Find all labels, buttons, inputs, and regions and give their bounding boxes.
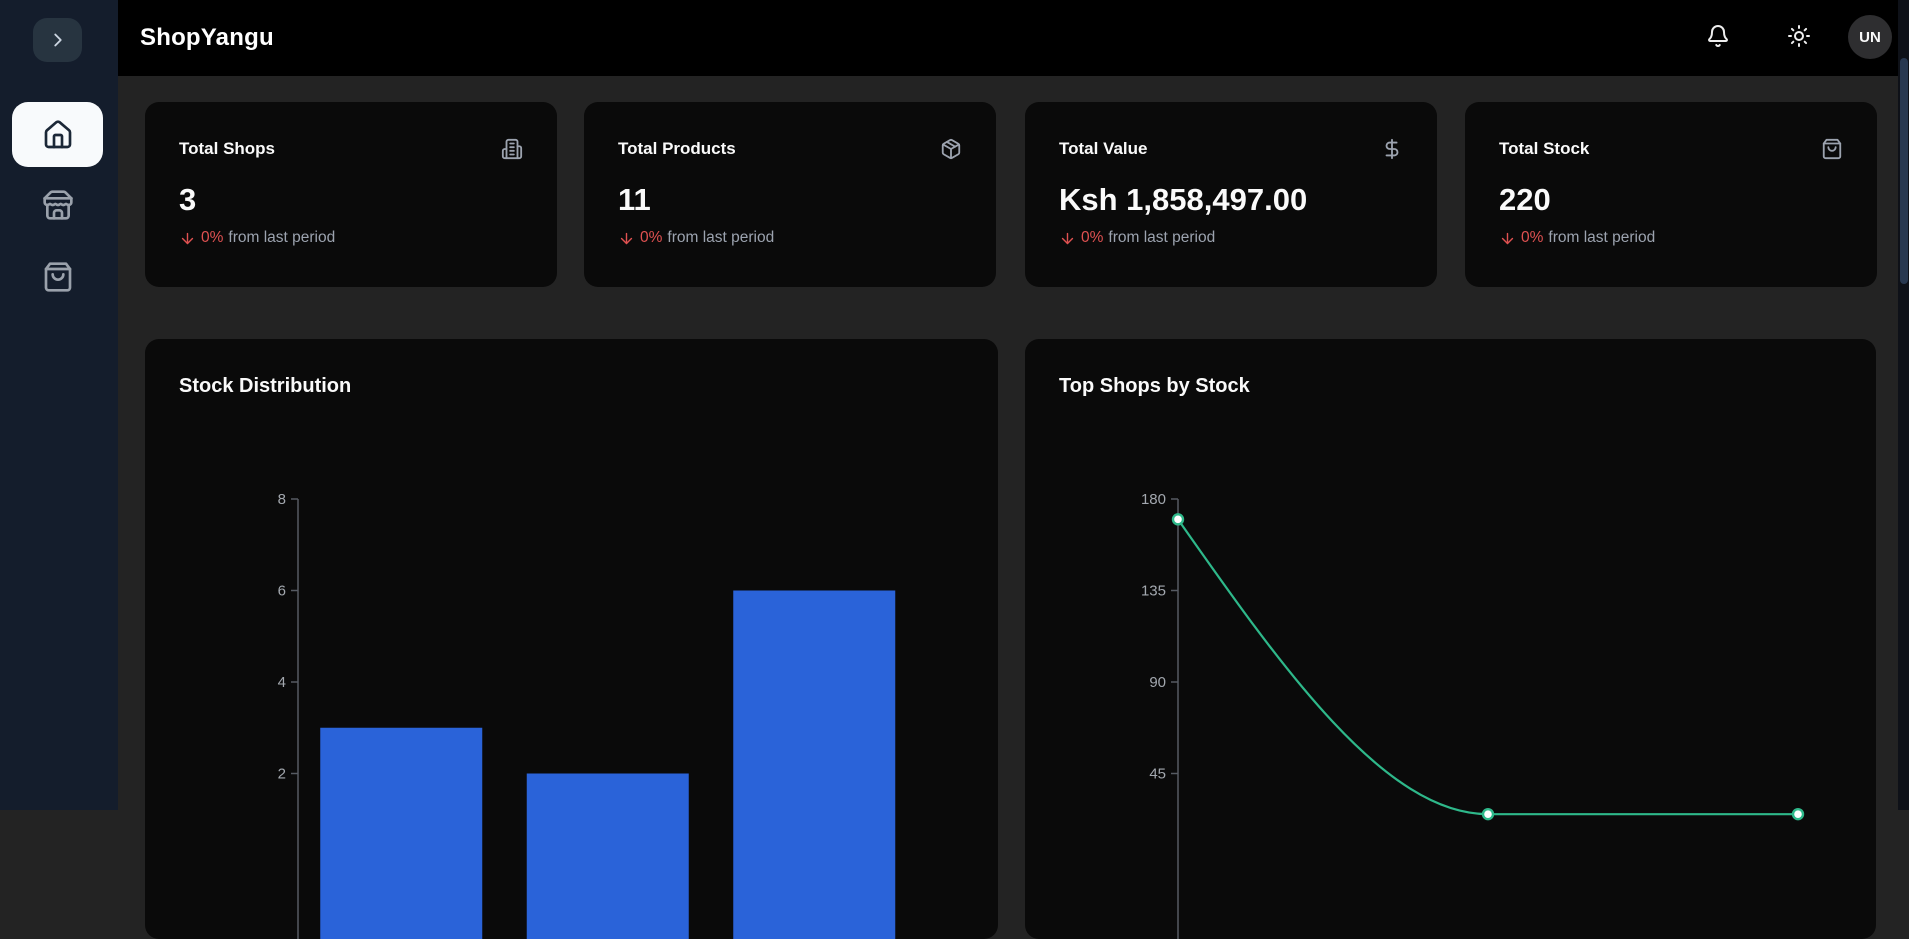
- stat-value: 3: [179, 182, 523, 218]
- top-shops-by-stock-chart: 45 90 135 180: [1025, 339, 1876, 939]
- stat-delta: 0% from last period: [1499, 229, 1843, 247]
- delta-percent: 0%: [640, 229, 662, 247]
- stat-title: Total Products: [618, 139, 736, 159]
- theme-toggle-button[interactable]: [1786, 24, 1812, 50]
- stock-distribution-chart: 2 4 6 8: [145, 339, 998, 939]
- delta-percent: 0%: [201, 229, 223, 247]
- stat-value: Ksh 1,858,497.00: [1059, 182, 1403, 218]
- building-icon: [501, 138, 523, 160]
- svg-text:135: 135: [1141, 583, 1166, 600]
- shopping-bag-icon: [42, 261, 74, 293]
- sidebar-collapse-button[interactable]: [33, 18, 82, 62]
- svg-text:2: 2: [278, 766, 286, 783]
- arrow-down-icon: [1059, 230, 1076, 247]
- stat-delta: 0% from last period: [1059, 229, 1403, 247]
- delta-suffix: from last period: [228, 229, 335, 247]
- delta-suffix: from last period: [1548, 229, 1655, 247]
- notifications-button[interactable]: [1705, 24, 1731, 50]
- stat-value: 11: [618, 182, 962, 218]
- dollar-sign-icon: [1381, 138, 1403, 160]
- delta-percent: 0%: [1521, 229, 1543, 247]
- stat-delta: 0% from last period: [618, 229, 962, 247]
- delta-suffix: from last period: [667, 229, 774, 247]
- scrollbar-track: [1898, 0, 1909, 810]
- sun-icon: [1787, 24, 1811, 48]
- package-icon: [940, 138, 962, 160]
- stat-title: Total Stock: [1499, 139, 1589, 159]
- svg-text:6: 6: [278, 583, 286, 600]
- arrow-down-icon: [618, 230, 635, 247]
- store-icon: [42, 189, 74, 221]
- stat-title: Total Value: [1059, 139, 1148, 159]
- sidebar-item-shops[interactable]: [12, 172, 103, 237]
- arrow-down-icon: [1499, 230, 1516, 247]
- home-icon: [42, 119, 74, 151]
- sidebar-item-products[interactable]: [12, 244, 103, 309]
- svg-text:90: 90: [1149, 674, 1166, 691]
- user-avatar[interactable]: UN: [1848, 15, 1892, 59]
- shopping-bag-icon: [1821, 138, 1843, 160]
- stat-delta: 0% from last period: [179, 229, 523, 247]
- scrollbar-thumb[interactable]: [1900, 58, 1908, 284]
- stat-card-total-products: Total Products 11 0% from last period: [584, 102, 996, 287]
- delta-suffix: from last period: [1108, 229, 1215, 247]
- sidebar-item-dashboard[interactable]: [12, 102, 103, 167]
- app-logo: ShopYangu: [140, 0, 274, 76]
- arrow-down-icon: [179, 230, 196, 247]
- stat-value: 220: [1499, 182, 1843, 218]
- stat-card-total-shops: Total Shops 3 0% from last period: [145, 102, 557, 287]
- stat-title: Total Shops: [179, 139, 275, 159]
- topbar: ShopYangu UN: [118, 0, 1909, 76]
- bell-icon: [1706, 24, 1730, 48]
- svg-text:45: 45: [1149, 766, 1166, 783]
- stat-card-total-stock: Total Stock 220 0% from last period: [1465, 102, 1877, 287]
- delta-percent: 0%: [1081, 229, 1103, 247]
- app-root: ShopYangu UN Total Shops 3 0% from last …: [0, 0, 1909, 810]
- svg-text:4: 4: [278, 674, 286, 691]
- stat-card-total-value: Total Value Ksh 1,858,497.00 0% from las…: [1025, 102, 1437, 287]
- svg-text:180: 180: [1141, 491, 1166, 508]
- chevron-right-icon: [47, 29, 69, 51]
- sidebar: [0, 0, 118, 810]
- svg-text:8: 8: [278, 491, 286, 508]
